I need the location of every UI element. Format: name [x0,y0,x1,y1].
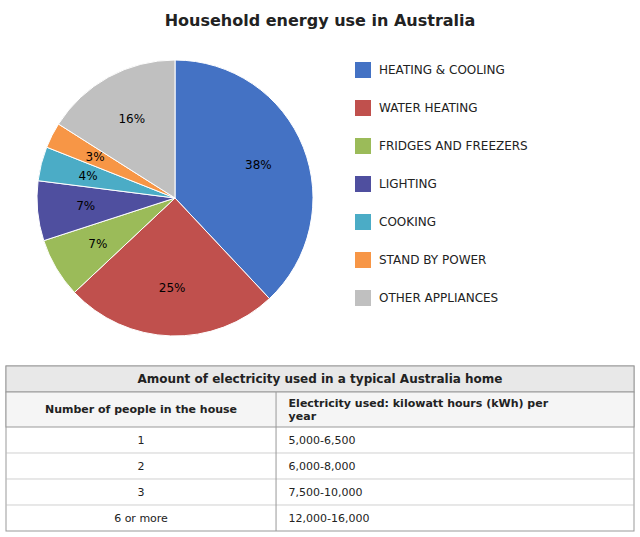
table-header-bg [6,392,634,427]
text-line: 7,500-10,000 [289,486,363,499]
pie-slice [58,60,175,198]
legend-label: STAND BY POWER [379,253,486,267]
text-line: 12,000-16,000 [289,512,370,525]
legend-swatch [355,252,371,268]
data-label: 7% [88,237,107,251]
table-cell: 5,000-6,500 [289,434,356,447]
legend-swatch [355,62,371,78]
table-cell: 6 or more [114,512,168,525]
table-cell: 2 [138,460,145,473]
table-title: Amount of electricity used in a typical … [137,372,502,386]
legend-label: LIGHTING [379,177,437,191]
table-title-bg [6,366,634,392]
column-header: Electricity used: kilowatt hours (kWh) p… [289,397,549,423]
legend-label: WATER HEATING [379,101,478,115]
text-line: 1 [138,434,145,447]
legend-item: LIGHTING [355,176,437,192]
legend-label: HEATING & COOLING [379,63,505,77]
legend-label: FRIDGES AND FREEZERS [379,139,528,153]
text-line: 2 [138,460,145,473]
legend-label: OTHER APPLIANCES [379,291,498,305]
text-line: Number of people in the house [45,403,237,416]
legend-item: HEATING & COOLING [355,62,505,78]
legend-item: COOKING [355,214,436,230]
legend-swatch [355,290,371,306]
table-cell: 12,000-16,000 [289,512,370,525]
legend-item: WATER HEATING [355,100,478,116]
column-divider [276,392,277,531]
table-cell: 6,000-8,000 [289,460,356,473]
table-cell: 7,500-10,000 [289,486,363,499]
table-frame [6,366,634,531]
legend-label: COOKING [379,215,436,229]
legend: HEATING & COOLING WATER HEATING FRIDGES AN… [355,62,528,306]
pie: 38% 25% 7% 7% 4% 3% 16% [37,60,313,336]
row-divider [6,505,634,506]
legend-swatch [355,214,371,230]
table-cell: 1 [138,434,145,447]
data-label: 16% [118,112,145,126]
text-line: Electricity used: kilowatt hours (kWh) p… [289,397,549,410]
pie-chart: Household energy use in Australia 38% 25% 7… [37,11,528,336]
table: Amount of electricity used in a typical … [6,366,634,531]
text-line: 3 [138,486,145,499]
table-cell: 3 [138,486,145,499]
data-label: 3% [86,150,105,164]
row-divider [6,453,634,454]
legend-swatch [355,138,371,154]
column-header: Number of people in the house [45,403,237,416]
data-label: 7% [76,199,95,213]
chart-root: Household energy use in Australia 38% 25% 7… [0,0,640,537]
text-line: 6 or more [114,512,168,525]
legend-swatch [355,100,371,116]
text-line: year [289,410,317,423]
row-divider [6,479,634,480]
text-line: 5,000-6,500 [289,434,356,447]
legend-item: OTHER APPLIANCES [355,290,498,306]
legend-swatch [355,176,371,192]
data-label: 25% [159,281,186,295]
legend-item: STAND BY POWER [355,252,486,268]
title: Household energy use in Australia [165,11,476,30]
data-label: 4% [79,169,98,183]
legend-item: FRIDGES AND FREEZERS [355,138,528,154]
data-label: 38% [245,158,272,172]
text-line: 6,000-8,000 [289,460,356,473]
